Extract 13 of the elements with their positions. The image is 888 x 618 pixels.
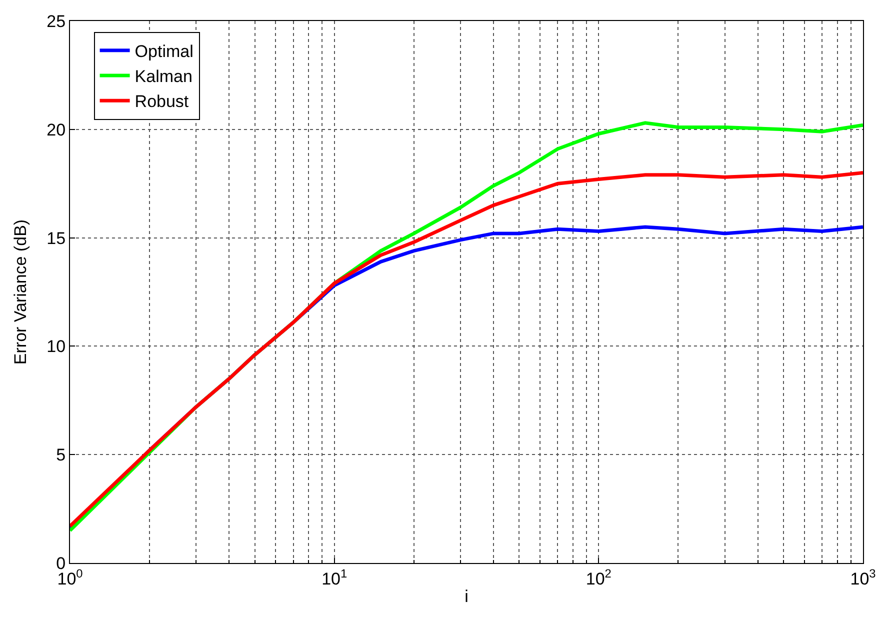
x-tick-label: 10$^{1}$ xyxy=(322,566,348,588)
x-tick-label: 10$^{2}$ xyxy=(586,566,612,588)
legend-label: Kalman xyxy=(134,67,192,86)
legend-label: Optimal xyxy=(134,42,194,62)
y-tick-label: 10 xyxy=(46,337,66,356)
y-tick-label: 5 xyxy=(56,446,66,465)
y-tick-label: 25 xyxy=(46,12,66,31)
legend-label: Robust xyxy=(134,92,189,112)
y-axis-title: Error Variance (dB) xyxy=(11,219,30,365)
y-tick-label: 15 xyxy=(46,228,66,248)
x-axis-title: i xyxy=(464,586,468,606)
x-tick-label: 10$^{3}$ xyxy=(850,566,876,588)
y-tick-label: 20 xyxy=(46,120,66,140)
